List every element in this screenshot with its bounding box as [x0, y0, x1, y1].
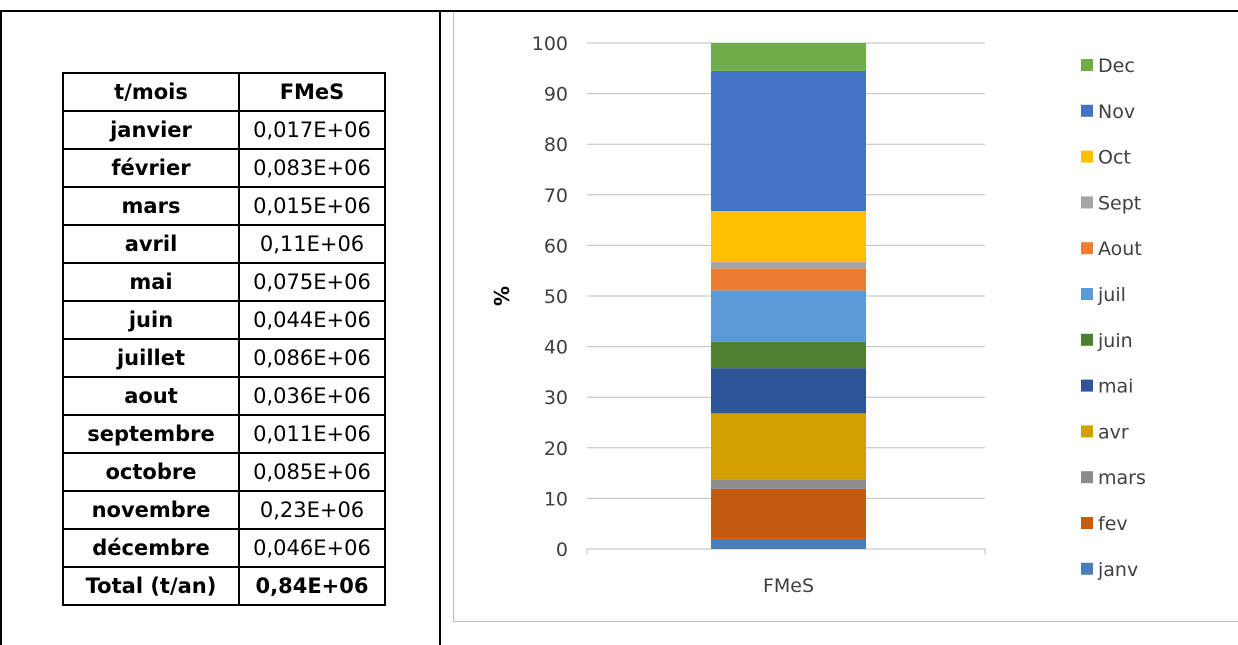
- document-frame-left: [0, 10, 2, 645]
- table-header-row: t/mois FMeS: [62, 72, 386, 112]
- value-cell: 0,083E+06: [238, 148, 386, 188]
- y-tick-label: 60: [544, 235, 568, 257]
- legend-swatch: [1081, 59, 1093, 71]
- bar-segment-janv: [711, 538, 866, 549]
- value-cell: 0,015E+06: [238, 186, 386, 226]
- value-cell: 0,011E+06: [238, 414, 386, 454]
- table-header-fmes: FMeS: [238, 72, 386, 112]
- bar-segment-mars: [711, 479, 866, 489]
- legend-swatch: [1081, 471, 1093, 484]
- month-cell: décembre: [62, 528, 240, 568]
- month-cell: novembre: [62, 490, 240, 530]
- y-tick-label: 50: [544, 286, 568, 308]
- x-category-label: FMeS: [763, 575, 814, 597]
- month-cell: aout: [62, 376, 240, 416]
- legend-swatch: [1081, 288, 1093, 300]
- y-tick-label: 70: [544, 185, 568, 207]
- legend-label: fev: [1098, 513, 1128, 535]
- y-tick-label: 80: [544, 134, 568, 156]
- bar-segment-fev: [711, 488, 866, 539]
- value-cell: 0,046E+06: [238, 528, 386, 568]
- month-cell: avril: [62, 224, 240, 264]
- table-row: mai 0,075E+06: [62, 262, 386, 302]
- legend-swatch: [1081, 379, 1093, 392]
- table-total-row: Total (t/an) 0,84E+06: [62, 566, 386, 606]
- table-row: juillet 0,086E+06: [62, 338, 386, 378]
- legend-label: juil: [1097, 284, 1126, 306]
- value-cell: 0,075E+06: [238, 262, 386, 302]
- value-cell: 0,23E+06: [238, 490, 386, 530]
- document-frame-top: [0, 10, 1238, 12]
- table-row: juin 0,044E+06: [62, 300, 386, 340]
- month-cell: mai: [62, 262, 240, 302]
- monthly-flux-table: t/mois FMeS janvier 0,017E+06 février 0,083…: [62, 72, 386, 606]
- month-cell: février: [62, 148, 240, 188]
- value-cell: 0,11E+06: [238, 224, 386, 264]
- value-cell: 0,84E+06: [238, 566, 386, 606]
- legend-label: mai: [1098, 376, 1133, 398]
- value-cell: 0,017E+06: [238, 110, 386, 150]
- bar-segment-avr: [711, 413, 866, 480]
- month-cell: juin: [62, 300, 240, 340]
- y-tick-label: 30: [544, 387, 568, 409]
- bar-segment-dec: [711, 43, 866, 71]
- legend-label: Nov: [1098, 101, 1135, 123]
- bar-segment-oct: [711, 210, 866, 263]
- y-axis-label: %: [490, 286, 514, 306]
- month-cell: juillet: [62, 338, 240, 378]
- bar-segment-sept: [711, 262, 866, 269]
- legend-label: janv: [1097, 559, 1138, 581]
- table-header-month: t/mois: [62, 72, 240, 112]
- table-row: septembre 0,011E+06: [62, 414, 386, 454]
- chart-panel: 0 10 20 30 40 50 60 70 80 90 100 FMeS% Dec Nov Oct Sept…: [453, 12, 1238, 622]
- legend-label: avr: [1098, 421, 1129, 443]
- document-frame-divider: [439, 10, 441, 645]
- bar-segment-nov: [711, 70, 866, 211]
- month-cell: Total (t/an): [62, 566, 240, 606]
- legend-label: mars: [1098, 467, 1146, 489]
- y-tick-label: 90: [544, 84, 568, 106]
- bar-segment-juin: [711, 342, 866, 369]
- bar-segment-mai: [711, 368, 866, 414]
- month-cell: mars: [62, 186, 240, 226]
- table-row: novembre 0,23E+06: [62, 490, 386, 530]
- table-row: janvier 0,017E+06: [62, 110, 386, 150]
- y-tick-label: 40: [544, 337, 568, 359]
- legend-swatch: [1081, 150, 1093, 163]
- legend-label: Aout: [1098, 238, 1142, 260]
- table-row: aout 0,036E+06: [62, 376, 386, 416]
- month-cell: septembre: [62, 414, 240, 454]
- month-cell: octobre: [62, 452, 240, 492]
- legend-label: Oct: [1098, 147, 1131, 169]
- month-cell: janvier: [62, 110, 240, 150]
- y-tick-label: 10: [544, 488, 568, 510]
- bar-segment-juil: [711, 290, 866, 343]
- value-cell: 0,044E+06: [238, 300, 386, 340]
- y-tick-label: 0: [556, 539, 568, 561]
- legend-label: juin: [1097, 330, 1133, 352]
- value-cell: 0,036E+06: [238, 376, 386, 416]
- legend-swatch: [1081, 242, 1093, 255]
- legend-swatch: [1081, 517, 1093, 529]
- y-tick-label: 20: [544, 438, 568, 460]
- value-cell: 0,085E+06: [238, 452, 386, 492]
- table-row: mars 0,015E+06: [62, 186, 386, 226]
- legend-swatch: [1081, 104, 1093, 117]
- y-tick-label: 100: [532, 33, 568, 55]
- table-row: février 0,083E+06: [62, 148, 386, 188]
- legend-label: Dec: [1098, 55, 1135, 77]
- legend-swatch: [1081, 425, 1093, 438]
- legend-swatch: [1081, 333, 1093, 346]
- legend-swatch: [1081, 196, 1093, 209]
- table-row: décembre 0,046E+06: [62, 528, 386, 568]
- table-row: octobre 0,085E+06: [62, 452, 386, 492]
- bar-segment-aout: [711, 268, 866, 291]
- table-row: avril 0,11E+06: [62, 224, 386, 264]
- value-cell: 0,086E+06: [238, 338, 386, 378]
- legend-label: Sept: [1098, 192, 1141, 214]
- legend-swatch: [1081, 562, 1093, 575]
- stacked-bar-chart: 0 10 20 30 40 50 60 70 80 90 100 FMeS% Dec Nov Oct Sept…: [490, 33, 1146, 597]
